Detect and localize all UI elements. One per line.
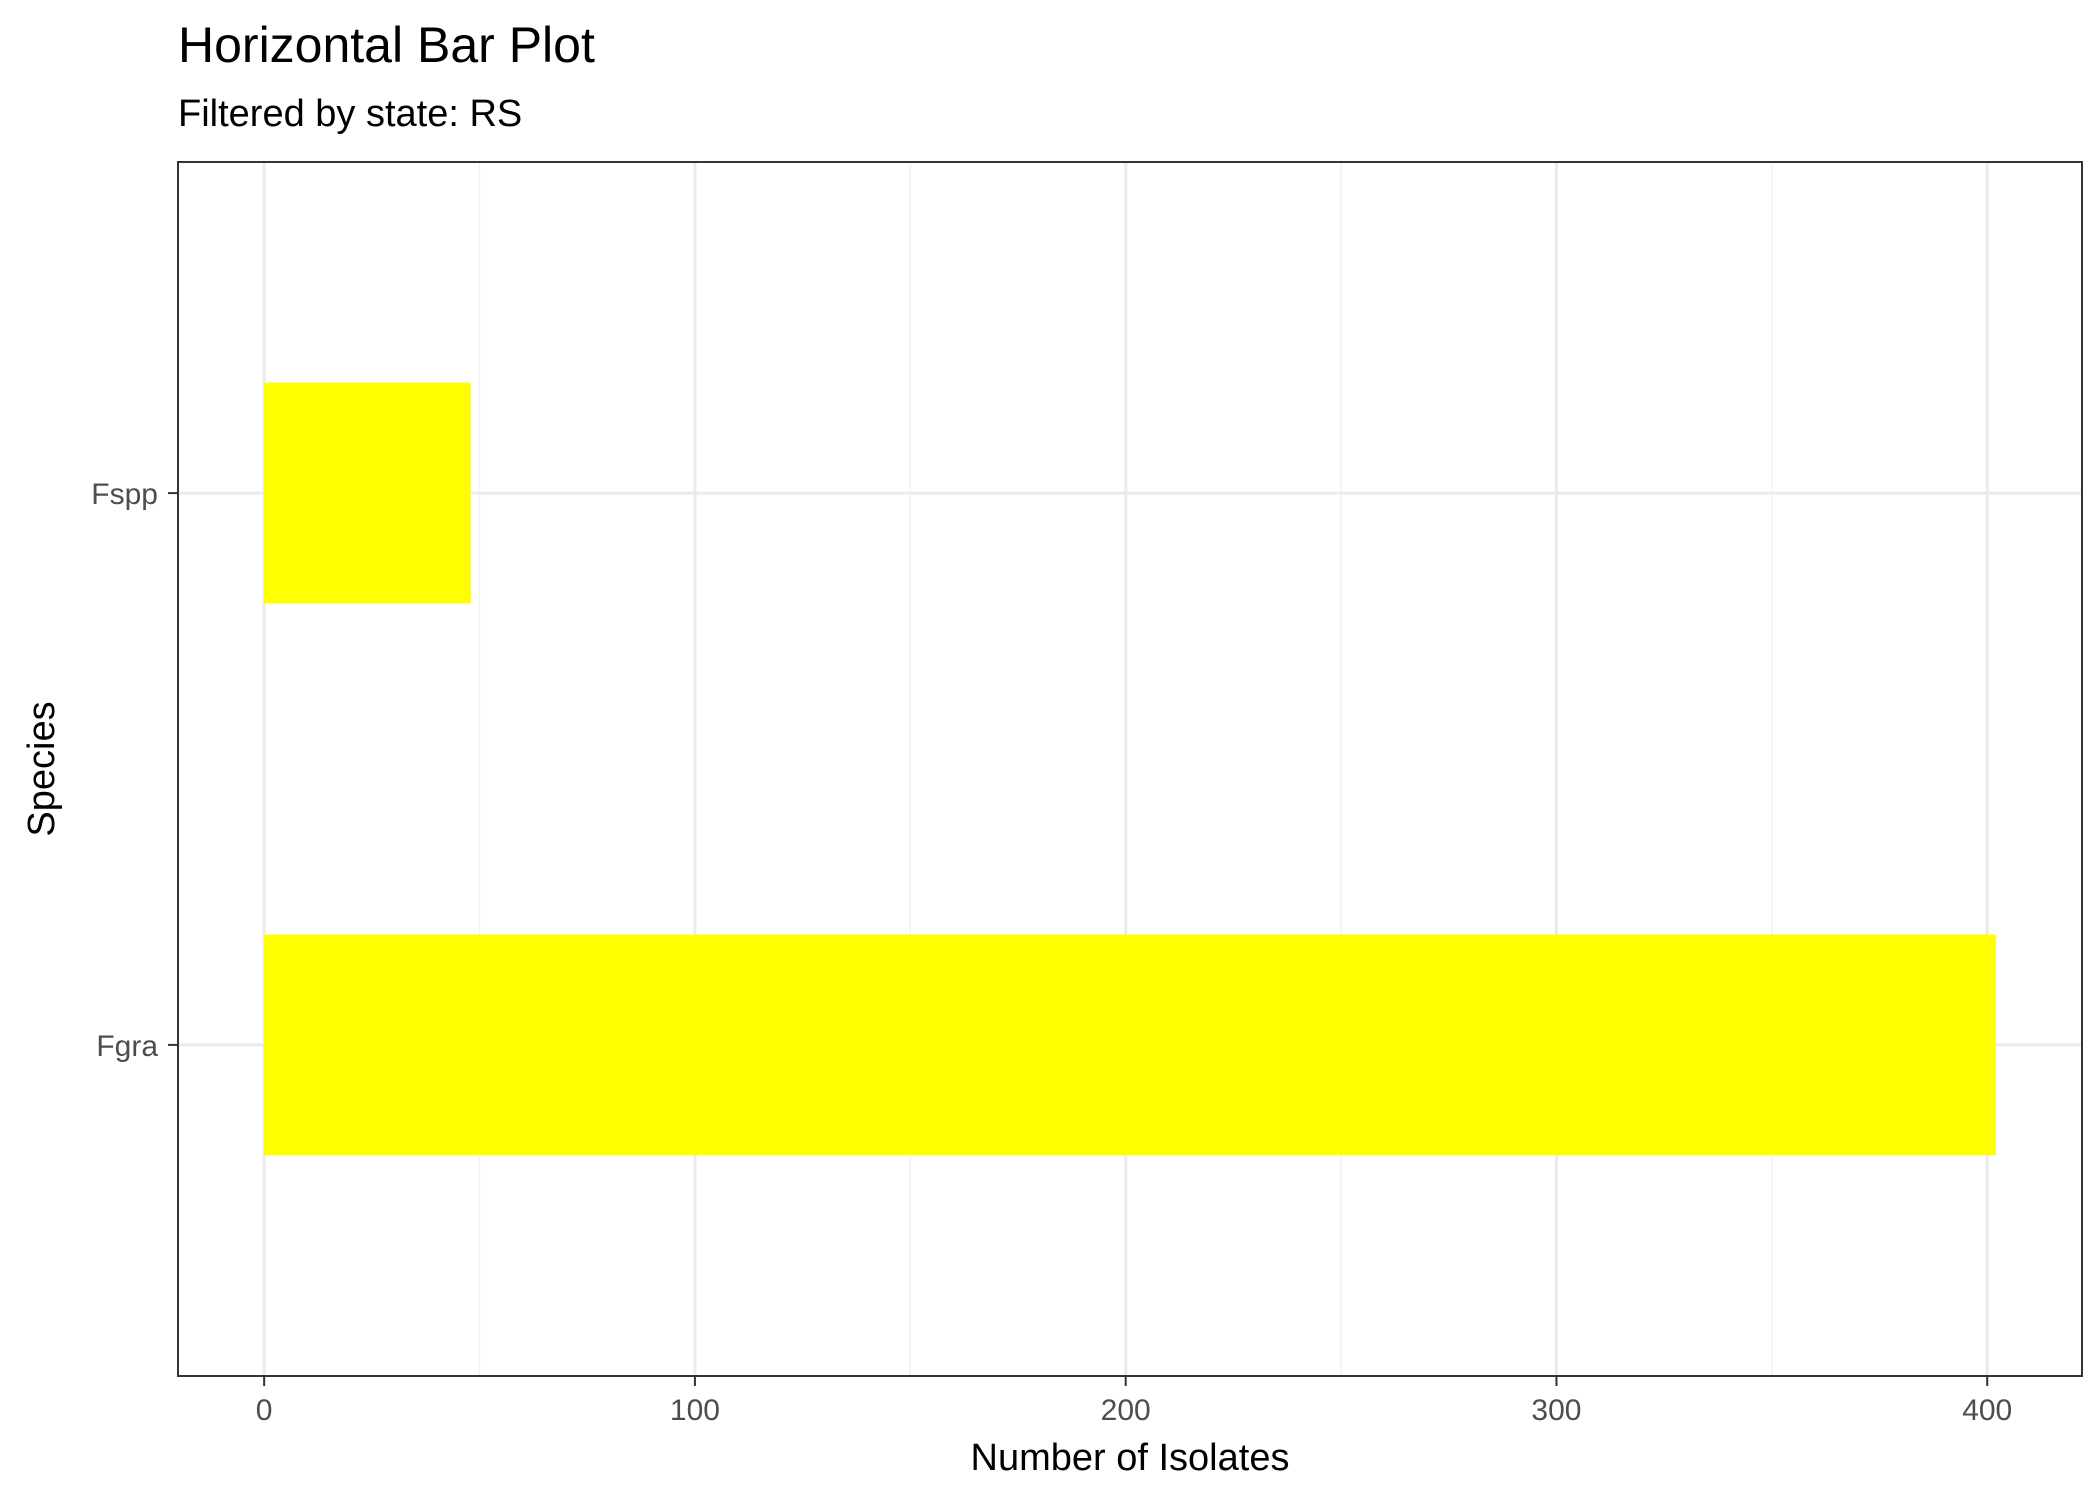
grid-lines — [178, 162, 2082, 1376]
y-tick-label: Fspp — [91, 478, 158, 511]
axis-ticks: 0 100 200 300 400 Fgra Fspp — [91, 478, 2012, 1427]
x-tick-label: 300 — [1531, 1394, 1581, 1427]
y-axis-title: Species — [21, 701, 63, 836]
chart-title: Horizontal Bar Plot — [178, 17, 595, 73]
y-tick-label: Fgra — [96, 1030, 158, 1063]
x-tick-label: 0 — [256, 1394, 273, 1427]
x-tick-label: 100 — [670, 1394, 720, 1427]
x-tick-label: 400 — [1962, 1394, 2012, 1427]
chart-subtitle: Filtered by state: RS — [178, 93, 522, 135]
bar-fspp — [264, 382, 471, 604]
bar-fgra — [264, 934, 1996, 1156]
plot-panel-border — [177, 161, 2083, 1377]
x-tick-label: 200 — [1101, 1394, 1151, 1427]
bars — [264, 382, 1996, 1156]
x-axis-title: Number of Isolates — [971, 1437, 1290, 1479]
